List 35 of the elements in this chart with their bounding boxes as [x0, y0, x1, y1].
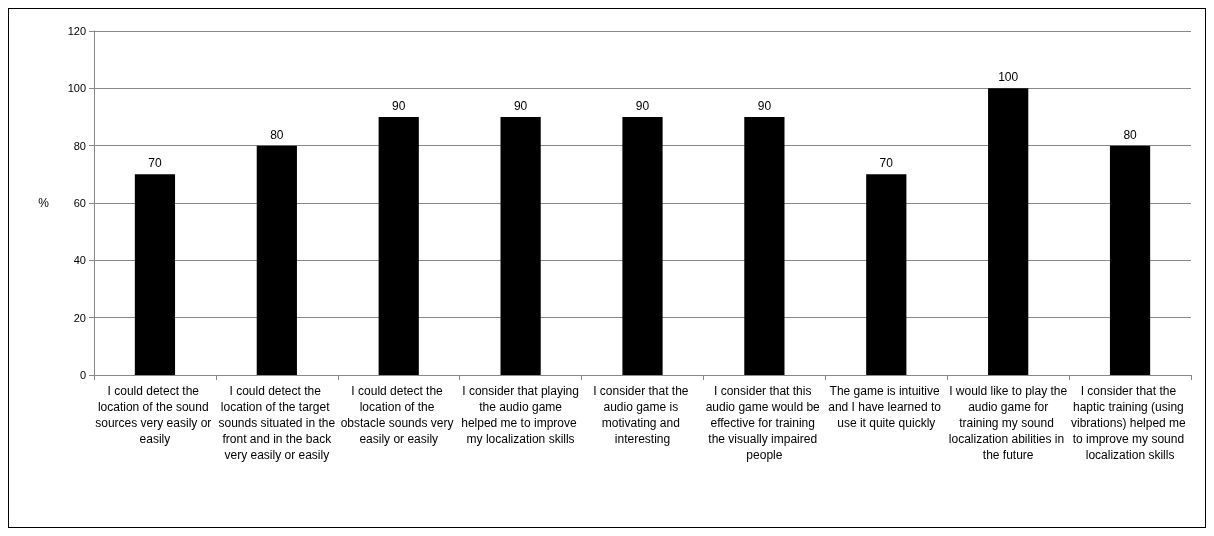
data-label: 90 [513, 99, 528, 113]
y-tick-label: 100 [67, 82, 86, 95]
x-tick-label: I consider that the audio game is motivating and interesting [593, 384, 692, 446]
y-tick-label: 40 [73, 254, 86, 267]
x-tick-label: I would like to play the audio game for training my sound localization abilities in the future [948, 384, 1068, 462]
bar [134, 174, 176, 375]
data-label: 90 [635, 99, 650, 113]
bar [988, 88, 1029, 375]
data-label: 70 [879, 156, 894, 171]
x-tick-label: I consider that the haptic training (using vibrations) helped me to improve my sound localization skills [1071, 384, 1190, 462]
x-tick-label: I could detect the location of the target sounds situated in the front and in the back very easily or easily [218, 384, 336, 462]
data-label: 100 [998, 70, 1019, 85]
y-tick-label: 120 [67, 25, 86, 37]
y-tick-label: 0 [79, 369, 86, 381]
data-label: 80 [270, 127, 284, 142]
x-tick-label: The game is intuitive and I have learned to use it quite quickly [828, 384, 945, 430]
bar [256, 145, 297, 375]
x-tick-label: I could detect the location of the sound sources very easily or easily [95, 384, 215, 446]
bar [866, 174, 907, 375]
x-tick-label: I consider that playing the audio game helped me to improve my localization skills [461, 384, 580, 446]
bar [378, 117, 419, 375]
data-label: 80 [1123, 127, 1138, 142]
y-tick-label: 80 [73, 139, 86, 152]
y-tick-label: 60 [73, 197, 86, 209]
y-axis-title: % [38, 196, 50, 210]
bar [622, 117, 663, 375]
bar [1109, 145, 1151, 375]
y-tick-label: 20 [73, 311, 86, 324]
bar [500, 117, 541, 375]
bar [744, 117, 785, 375]
data-label: 90 [757, 99, 772, 113]
x-tick-label: I could detect the location of the obstacle sounds very easily or easily [340, 384, 457, 446]
x-tick-label: I consider that this audio game would be effective for training the visually impaired people [705, 384, 824, 462]
data-label: 70 [148, 156, 162, 171]
data-label: 90 [392, 99, 406, 113]
